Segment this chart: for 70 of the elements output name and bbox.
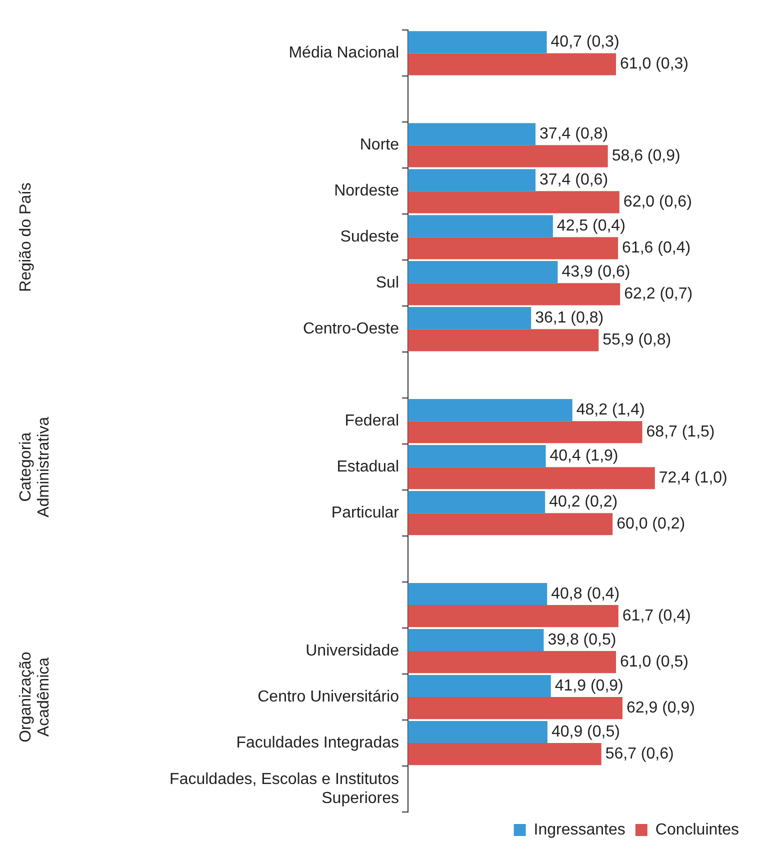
bar [408,605,618,628]
data-label: 56,7 (0,6) [605,745,674,762]
data-label: 55,9 (0,8) [602,332,672,349]
y-tick-label: Média Nacional [288,44,399,62]
data-label: 60,0 (0,2) [616,516,686,533]
bar [408,720,548,744]
data-label: 37,4 (0,6) [540,172,608,189]
data-label: 39,8 (0,5) [548,631,616,648]
bar [408,191,620,214]
bar [408,491,546,514]
data-label: 61,0 (0,5) [620,653,688,670]
bar [408,743,602,766]
y-tick-label: Sul [376,274,399,292]
data-label: 72,4 (1,0) [658,470,728,487]
data-label: 61,7 (0,4) [622,607,691,624]
bar [408,467,655,490]
data-label: 41,9 (0,9) [554,677,624,694]
data-label: 40,8 (0,4) [551,585,620,602]
data-label: 48,2 (1,4) [576,401,645,418]
bar [408,513,613,536]
bar [408,399,572,422]
bar [408,628,544,652]
data-label: 62,9 (0,9) [626,699,695,716]
bar [408,237,618,260]
bar [408,421,642,444]
data-label: 42,5 (0,4) [556,218,626,235]
data-label: 37,4 (0,8) [540,126,608,143]
bar [408,169,536,192]
data-label: 40,2 (0,2) [549,493,618,510]
bar [408,145,608,168]
bar [408,582,548,606]
bar [408,31,547,54]
bar [408,651,616,674]
bar [408,307,532,330]
bar [408,283,620,306]
bar [408,697,622,720]
text: Categoria Administrativa [17,416,52,518]
y-tick-label: Norte [360,136,400,154]
bar [408,329,599,352]
y-tick-label: Sudeste [340,228,400,246]
data-label: 61,0 (0,3) [620,56,688,73]
text: Organização Acadêmica [17,652,52,742]
data-label: 61,6 (0,4) [622,240,691,257]
bar [408,674,551,698]
y-tick-label: Federal [344,412,399,430]
y-tick-label: Centro Universitário [258,688,400,706]
data-label: 62,2 (0,7) [624,286,693,303]
data-label: 40,4 (1,9) [550,447,618,464]
data-label: 40,9 (0,5) [551,723,620,740]
y-tick-label: Faculdades, Escolas e Institutos Superiores [170,770,399,808]
bar [408,123,536,146]
bar [408,445,546,468]
legend-label: Concluintes [655,821,740,838]
data-label: 62,0 (0,6) [623,194,692,211]
data-label: 58,6 (0,9) [612,148,680,165]
y-tick-label: Universidade [306,642,400,660]
data-label: 36,1 (0,8) [535,309,604,326]
text: Região do País [17,182,34,292]
bar [408,215,553,238]
y-tick-label: Centro-Oeste [302,320,400,338]
data-label: 40,7 (0,3) [550,34,620,51]
data-label: 68,7 (1,5) [646,424,715,441]
y-tick-label: Nordeste [334,182,400,200]
bar [408,53,616,76]
y-tick-label: Faculdades Integradas [236,734,399,752]
legend-label: Ingressantes [534,821,626,838]
y-tick-label: Particular [331,504,400,522]
data-label: 43,9 (0,6) [562,264,630,281]
bar [408,261,558,284]
y-tick-label: Estadual [336,458,399,476]
